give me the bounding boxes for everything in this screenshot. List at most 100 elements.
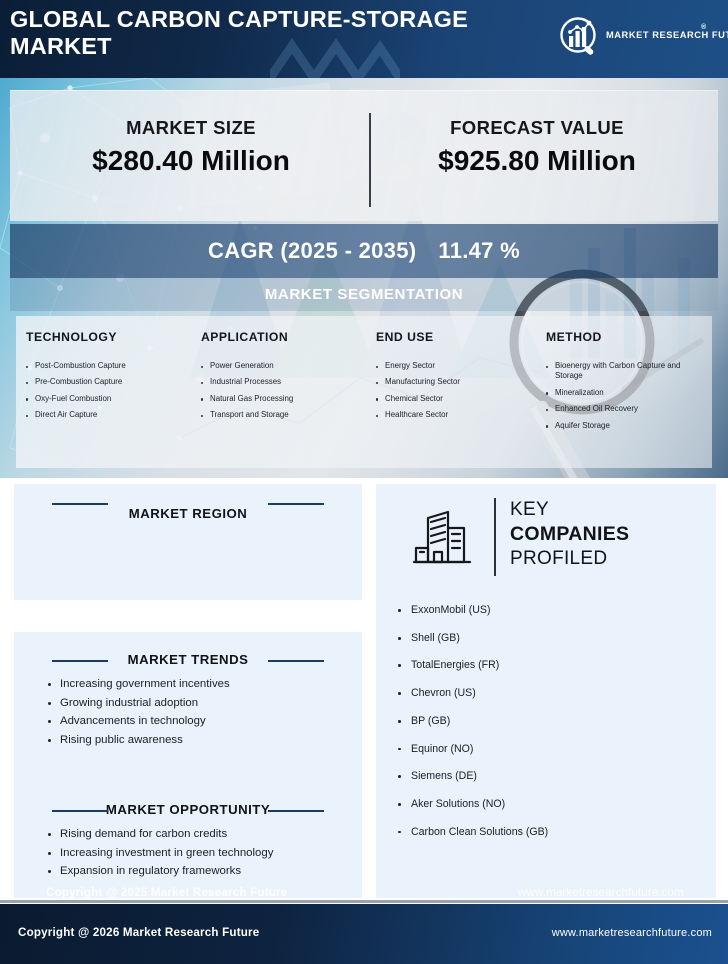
forecast-label: FORECAST VALUE	[450, 117, 624, 138]
heading-rule-left	[52, 659, 108, 662]
segmentation-column-method: METHOD Bioenergy with Carbon Capture and…	[546, 330, 706, 437]
footer-separator	[0, 900, 728, 903]
list-item: Advancements in technology	[48, 713, 362, 730]
heading-rule-right	[268, 502, 324, 505]
vertical-divider	[369, 113, 371, 207]
list-item: Post-Combustion Capture	[26, 361, 196, 371]
market-region-title: MARKET REGION	[128, 506, 248, 521]
market-size-label: MARKET SIZE	[126, 117, 256, 138]
list-item: Expansion in regulatory frameworks	[48, 863, 362, 880]
brand-logo[interactable]: MARKET RESEARCH FUTURE ®	[558, 16, 728, 62]
forecast-value: $925.80 Million	[438, 145, 636, 176]
list-item: Energy Sector	[376, 361, 541, 371]
header-divider	[494, 498, 496, 576]
footer-copyright: Copyright @ 2026 Market Research Future	[18, 926, 260, 939]
market-region-panel: MARKET REGION	[14, 484, 362, 600]
segment-list: Bioenergy with Carbon Capture and Storag…	[546, 361, 706, 431]
cagr-band: CAGR (2025 - 2035) 11.47 %	[10, 224, 718, 278]
segmentation-column-technology: TECHNOLOGY Post-Combustion Capture Pre-C…	[26, 330, 196, 427]
footer-website-link[interactable]: www.marketresearchfuture.com	[551, 927, 712, 939]
logo-wordmark: MARKET RESEARCH FUTURE	[606, 30, 728, 40]
segment-title: TECHNOLOGY	[26, 330, 117, 344]
market-opportunity-title: MARKET OPPORTUNITY	[105, 802, 271, 818]
list-item: BP (GB)	[398, 715, 716, 728]
cagr-value: 11.47 %	[438, 238, 520, 263]
market-opportunity-list: Rising demand for carbon credits Increas…	[14, 826, 362, 880]
list-item: Carbon Clean Solutions (GB)	[398, 826, 716, 839]
list-item: Equinor (NO)	[398, 743, 716, 756]
segment-title: APPLICATION	[201, 330, 289, 344]
heading-line-companies: COMPANIES	[510, 522, 630, 545]
list-item: Transport and Storage	[201, 410, 366, 420]
magnifier-bar-chart-logo-icon	[560, 17, 596, 55]
watermark-website: www.marketresearchfuture.com	[518, 886, 684, 899]
heading-rule-left	[52, 502, 108, 505]
market-trends-title: MARKET TRENDS	[127, 652, 249, 667]
key-companies-panel: KEY COMPANIES PROFILED ExxonMobil (US) S…	[376, 484, 716, 898]
list-item: Industrial Processes	[201, 377, 366, 387]
list-item: Increasing investment in green technolog…	[48, 845, 362, 862]
list-item: Power Generation	[201, 361, 366, 371]
list-item: Rising public awareness	[48, 732, 362, 749]
list-item: Enhanced Oil Recovery	[546, 404, 706, 414]
forecast-value-block: FORECAST VALUE $925.80 Million	[372, 117, 702, 177]
page-header: GLOBAL CARBON CAPTURE-STORAGE MARKET MAR…	[0, 0, 728, 78]
segmentation-column-end-use: END USE Energy Sector Manufacturing Sect…	[376, 330, 541, 427]
segmentation-card: TECHNOLOGY Post-Combustion Capture Pre-C…	[16, 316, 712, 468]
market-region-heading: MARKET REGION	[14, 484, 362, 521]
page-title: GLOBAL CARBON CAPTURE-STORAGE MARKET	[10, 6, 468, 59]
list-item: Mineralization	[546, 388, 706, 398]
market-size-strip: MARKET SIZE $280.40 Million FORECAST VAL…	[10, 90, 718, 221]
list-item: Healthcare Sector	[376, 410, 541, 420]
segment-list: Energy Sector Manufacturing Sector Chemi…	[376, 361, 541, 421]
list-item: Chemical Sector	[376, 394, 541, 404]
market-trends-heading: MARKET TRENDS	[14, 632, 362, 667]
list-item: Direct Air Capture	[26, 410, 196, 420]
list-item: Siemens (DE)	[398, 770, 716, 783]
page-footer: Copyright @ 2026 Market Research Future …	[0, 904, 728, 964]
market-segmentation-title: MARKET SEGMENTATION	[264, 286, 464, 303]
heading-rule-right	[268, 659, 324, 662]
office-building-icon	[412, 510, 472, 564]
hero-band: MARKET SIZE $280.40 Million FORECAST VAL…	[0, 78, 728, 478]
cagr-text: CAGR (2025 - 2035) 11.47 %	[208, 238, 520, 264]
market-trends-opportunity-panel: MARKET TRENDS Increasing government ince…	[14, 632, 362, 898]
list-item: Natural Gas Processing	[201, 394, 366, 404]
segment-title: METHOD	[546, 330, 602, 344]
heading-rule-right	[268, 809, 324, 813]
list-item: Oxy-Fuel Combustion	[26, 394, 196, 404]
list-item: Shell (GB)	[398, 632, 716, 645]
heading-line-profiled: PROFILED	[510, 547, 608, 569]
list-item: ExxonMobil (US)	[398, 604, 716, 617]
lower-content-area: MARKET REGION MARKET TRENDS Increasing g…	[0, 478, 728, 898]
heading-line-key: KEY	[510, 499, 549, 520]
list-item: Chevron (US)	[398, 687, 716, 700]
key-companies-heading-text: KEY COMPANIES PROFILED	[510, 498, 629, 570]
list-item: Rising demand for carbon credits	[48, 826, 362, 843]
header-wave-decoration	[270, 38, 400, 78]
market-opportunity-heading: MARKET OPPORTUNITY	[14, 750, 362, 817]
list-item: Pre-Combustion Capture	[26, 377, 196, 387]
list-item: Bioenergy with Carbon Capture and Storag…	[546, 361, 706, 382]
cagr-label: CAGR (2025 - 2035)	[208, 238, 417, 263]
registered-trademark-icon: ®	[701, 24, 707, 31]
market-size-block: MARKET SIZE $280.40 Million	[26, 117, 356, 177]
key-companies-list: ExxonMobil (US) Shell (GB) TotalEnergies…	[376, 590, 716, 838]
list-item: Aquifer Storage	[546, 421, 706, 431]
list-item: Aker Solutions (NO)	[398, 798, 716, 811]
watermark-copyright: Copyright @ 2025 Market Research Future	[46, 886, 288, 899]
segment-title: END USE	[376, 330, 434, 344]
list-item: Increasing government incentives	[48, 676, 362, 693]
segment-list: Power Generation Industrial Processes Na…	[201, 361, 366, 421]
segmentation-column-application: APPLICATION Power Generation Industrial …	[201, 330, 366, 427]
list-item: Manufacturing Sector	[376, 377, 541, 387]
list-item: Growing industrial adoption	[48, 695, 362, 712]
segment-list: Post-Combustion Capture Pre-Combustion C…	[26, 361, 196, 421]
market-segmentation-heading: MARKET SEGMENTATION	[10, 278, 718, 311]
heading-rule-left	[52, 809, 108, 813]
market-size-value: $280.40 Million	[92, 145, 290, 176]
list-item: TotalEnergies (FR)	[398, 659, 716, 672]
market-trends-list: Increasing government incentives Growing…	[14, 676, 362, 748]
key-companies-header: KEY COMPANIES PROFILED	[376, 484, 716, 590]
